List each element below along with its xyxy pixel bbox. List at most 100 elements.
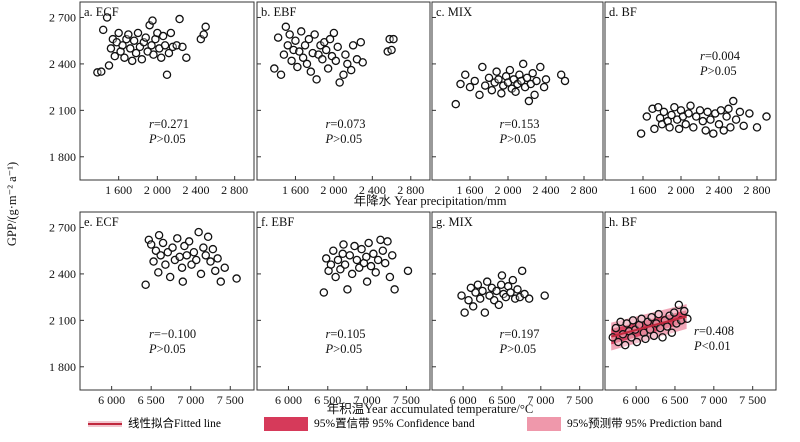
- data-point: [724, 104, 733, 114]
- data-point: [338, 249, 347, 259]
- data-point: [141, 33, 150, 42]
- r-number: =0.073: [330, 117, 365, 131]
- data-point: [146, 240, 156, 249]
- data-point: [762, 112, 771, 121]
- data-point: [684, 109, 693, 118]
- data-point: [745, 109, 754, 118]
- data-point: [667, 110, 676, 120]
- data-point: [326, 260, 336, 269]
- data-point: [496, 280, 506, 289]
- panel-label-e-ecf: e. ECF: [84, 215, 119, 229]
- data-point: [709, 129, 718, 138]
- p-number: >0.05: [157, 342, 186, 356]
- data-point: [524, 294, 534, 303]
- p-value: P>0.05: [325, 342, 363, 356]
- data-point: [161, 260, 170, 269]
- data-point: [137, 55, 147, 64]
- data-point: [686, 101, 695, 110]
- prediction-band-swatch-fill: [527, 417, 561, 432]
- data-point: [541, 75, 551, 84]
- r-symbol: r: [700, 49, 705, 63]
- x-tick-label: 2 800: [221, 183, 248, 197]
- data-point: [390, 285, 399, 294]
- data-point: [357, 244, 366, 254]
- data-point: [636, 129, 646, 138]
- x-tick-label: 1 600: [105, 183, 132, 197]
- data-point: [310, 30, 319, 39]
- data-point: [510, 294, 520, 303]
- data-point: [473, 280, 483, 289]
- panel-label-d-bf: d. BF: [609, 5, 637, 19]
- data-point: [653, 103, 663, 112]
- data-point: [175, 14, 184, 24]
- data-point: [293, 62, 302, 72]
- data-point: [340, 260, 350, 269]
- data-point: [522, 73, 532, 83]
- data-point: [387, 45, 396, 55]
- data-point: [295, 47, 304, 56]
- legend-confidence-band-label: 95%置信带 95% Confidence band: [314, 418, 475, 430]
- data-point: [383, 237, 392, 246]
- x-tick-label: 7 500: [566, 393, 593, 407]
- p-symbol: P: [693, 339, 702, 353]
- r-value: r=0.073: [326, 117, 366, 131]
- data-point: [333, 255, 343, 265]
- data-point: [719, 126, 729, 135]
- data-point: [285, 30, 294, 39]
- data-point: [665, 123, 674, 132]
- x-tick-label: 2 000: [144, 183, 171, 197]
- p-value: P>0.05: [699, 64, 737, 78]
- data-point: [199, 30, 208, 39]
- x-tick-label: 2 800: [397, 183, 424, 197]
- data-point: [674, 124, 684, 134]
- data-point: [475, 294, 485, 303]
- data-point: [371, 268, 380, 277]
- data-point: [494, 75, 503, 84]
- data-point: [716, 106, 726, 115]
- legend-fitted-line-label: 线性拟合Fitted line: [128, 418, 221, 430]
- confidence-band-swatch-fill: [264, 417, 308, 432]
- data-point: [505, 65, 515, 75]
- data-point: [281, 22, 291, 32]
- data-point: [279, 50, 289, 59]
- r-number: =0.408: [699, 324, 734, 338]
- data-point: [321, 254, 331, 263]
- data-point: [532, 76, 541, 86]
- data-point: [189, 247, 199, 257]
- data-point: [98, 25, 108, 35]
- data-point: [178, 42, 187, 52]
- data-point: [378, 246, 388, 255]
- data-point: [373, 255, 383, 265]
- data-point: [681, 120, 691, 129]
- data-point: [739, 121, 748, 131]
- p-number: >0.05: [507, 132, 536, 146]
- panel-frame-c-mix: [431, 1, 604, 181]
- data-point: [319, 288, 329, 297]
- data-point: [497, 271, 507, 280]
- r-number: =0.271: [154, 117, 189, 131]
- data-point: [149, 50, 158, 59]
- p-symbol: P: [148, 342, 157, 356]
- data-point: [508, 275, 518, 285]
- data-point: [333, 42, 342, 52]
- legend: 线性拟合Fitted line 95%置信带 95% Confidence ba…: [0, 414, 800, 436]
- y-tick-label: 1 800: [49, 360, 76, 374]
- data-point: [620, 340, 630, 350]
- data-point: [131, 48, 141, 58]
- r-number: =0.153: [504, 117, 539, 131]
- panel-label-f-ebf: f. EBF: [261, 215, 294, 229]
- data-point: [154, 230, 164, 240]
- data-point: [126, 44, 135, 53]
- data-point: [321, 45, 331, 55]
- x-tick-label: 6 500: [488, 393, 515, 407]
- data-point: [380, 258, 390, 268]
- data-point: [141, 280, 150, 289]
- p-number: >0.05: [333, 132, 362, 146]
- x-tick-label: 6 000: [275, 393, 302, 407]
- data-point: [287, 56, 296, 66]
- data-point: [494, 300, 504, 310]
- data-point: [457, 291, 466, 300]
